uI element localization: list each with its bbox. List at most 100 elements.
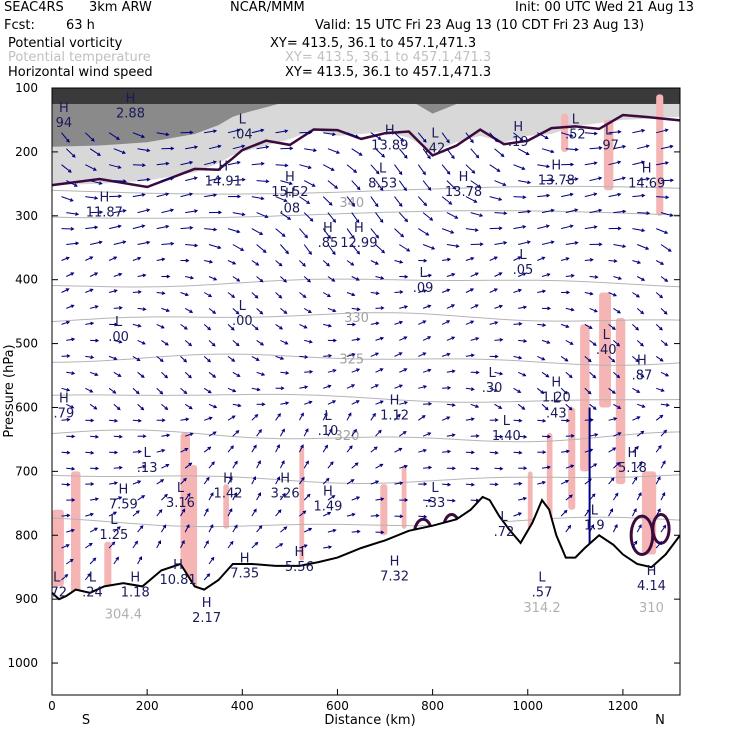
wind-vector [280,339,289,345]
wind-vector [418,482,428,486]
wind-vector [632,416,641,421]
wind-vector [251,541,259,549]
wind-vector [327,428,333,437]
wind-vector [251,444,257,453]
wind-vector [137,495,146,501]
wind-vector [208,431,217,437]
wind-vector [256,525,263,533]
pv-extremum-value: .00 [232,314,253,329]
wind-vector [351,400,360,405]
wind-vector [465,320,475,325]
wind-vector [227,445,234,453]
wind-vector [203,446,212,453]
x-tick-label: 400 [231,699,254,713]
wind-vector [537,164,551,169]
wind-vector [322,164,335,171]
wind-vector [90,338,100,343]
pv-extremum-type: H [218,160,228,175]
wind-vector [351,276,360,281]
wind-vector [465,353,475,358]
wind-vector [441,228,455,234]
wind-vector [660,276,669,282]
wind-vector [108,387,117,394]
wind-vector [66,337,76,342]
wind-vector [446,369,456,374]
wind-vector [351,368,361,373]
terrain-line [52,495,680,601]
pv-extremum-type: L [603,328,611,343]
wind-vector [85,450,95,455]
wind-vector [299,196,311,204]
wind-vector [660,144,674,150]
pv-extremum-value: 15.52 [271,185,308,200]
wind-vector [132,355,141,362]
pv-extremum-type: H [173,558,183,573]
wind-vector [423,465,433,470]
wind-vector [656,387,665,392]
wind-vector [113,272,123,277]
wind-vector [90,434,100,439]
wind-vector [180,356,188,363]
wind-vector [513,481,523,486]
wind-vector [636,371,645,378]
wind-vector [346,196,356,207]
wind-vector [494,337,504,342]
wind-vector [303,244,312,256]
pv-shade-patch [561,113,569,152]
wind-vector [113,526,121,533]
pv-extremum-type: H [99,190,109,205]
wind-vector [61,226,75,231]
wind-vector [299,510,307,517]
wind-vector [418,514,428,519]
pv-extremum-value: .40 [596,343,617,358]
wind-vector [422,368,432,373]
wind-vector [608,447,617,453]
wind-vector [417,164,426,176]
wind-vector [280,276,287,283]
wind-vector [636,524,642,533]
wind-vector [441,352,451,357]
wind-vector [85,225,99,230]
wind-vector [275,509,282,517]
theta-contour-line [52,210,680,219]
wind-vector [90,497,99,501]
x-tick-label: 600 [326,699,349,713]
wind-vector [275,129,289,134]
pv-extremum-type: L [110,513,118,528]
wind-vector [251,292,259,299]
wind-vector [137,434,147,439]
wind-vector [370,228,380,239]
wind-vector [232,212,246,217]
wind-vectors [61,128,675,603]
wind-vector [251,161,265,166]
pv-shade-patch [180,433,190,587]
wind-vector [280,308,288,315]
wind-vector [446,403,456,407]
wind-vector [351,212,360,224]
wind-vector [608,387,616,394]
wind-vector [465,257,475,261]
wind-vector [113,240,127,245]
wind-vector [394,320,404,325]
wind-vector [470,148,480,159]
pv-extremum-value: .13 [137,461,158,476]
wind-vector [299,164,312,170]
wind-vector [636,340,644,347]
wind-vector [132,510,140,517]
pv-extremum-value: .72 [46,586,67,601]
x-tick-label: 1000 [512,699,543,713]
wind-vector [184,340,193,347]
wind-vector [541,371,550,378]
wind-vector [565,177,579,182]
wind-vector [227,415,236,421]
wind-vector [113,339,123,344]
wind-vector [208,556,215,565]
wind-vector [280,244,290,255]
wind-vector [660,178,675,183]
wind-vector [298,412,304,421]
wind-vector [227,128,241,134]
wind-vector [184,403,193,410]
pv-extremum-value: 13.78 [445,185,482,200]
wind-vector [275,412,281,421]
wind-vector [346,164,358,173]
